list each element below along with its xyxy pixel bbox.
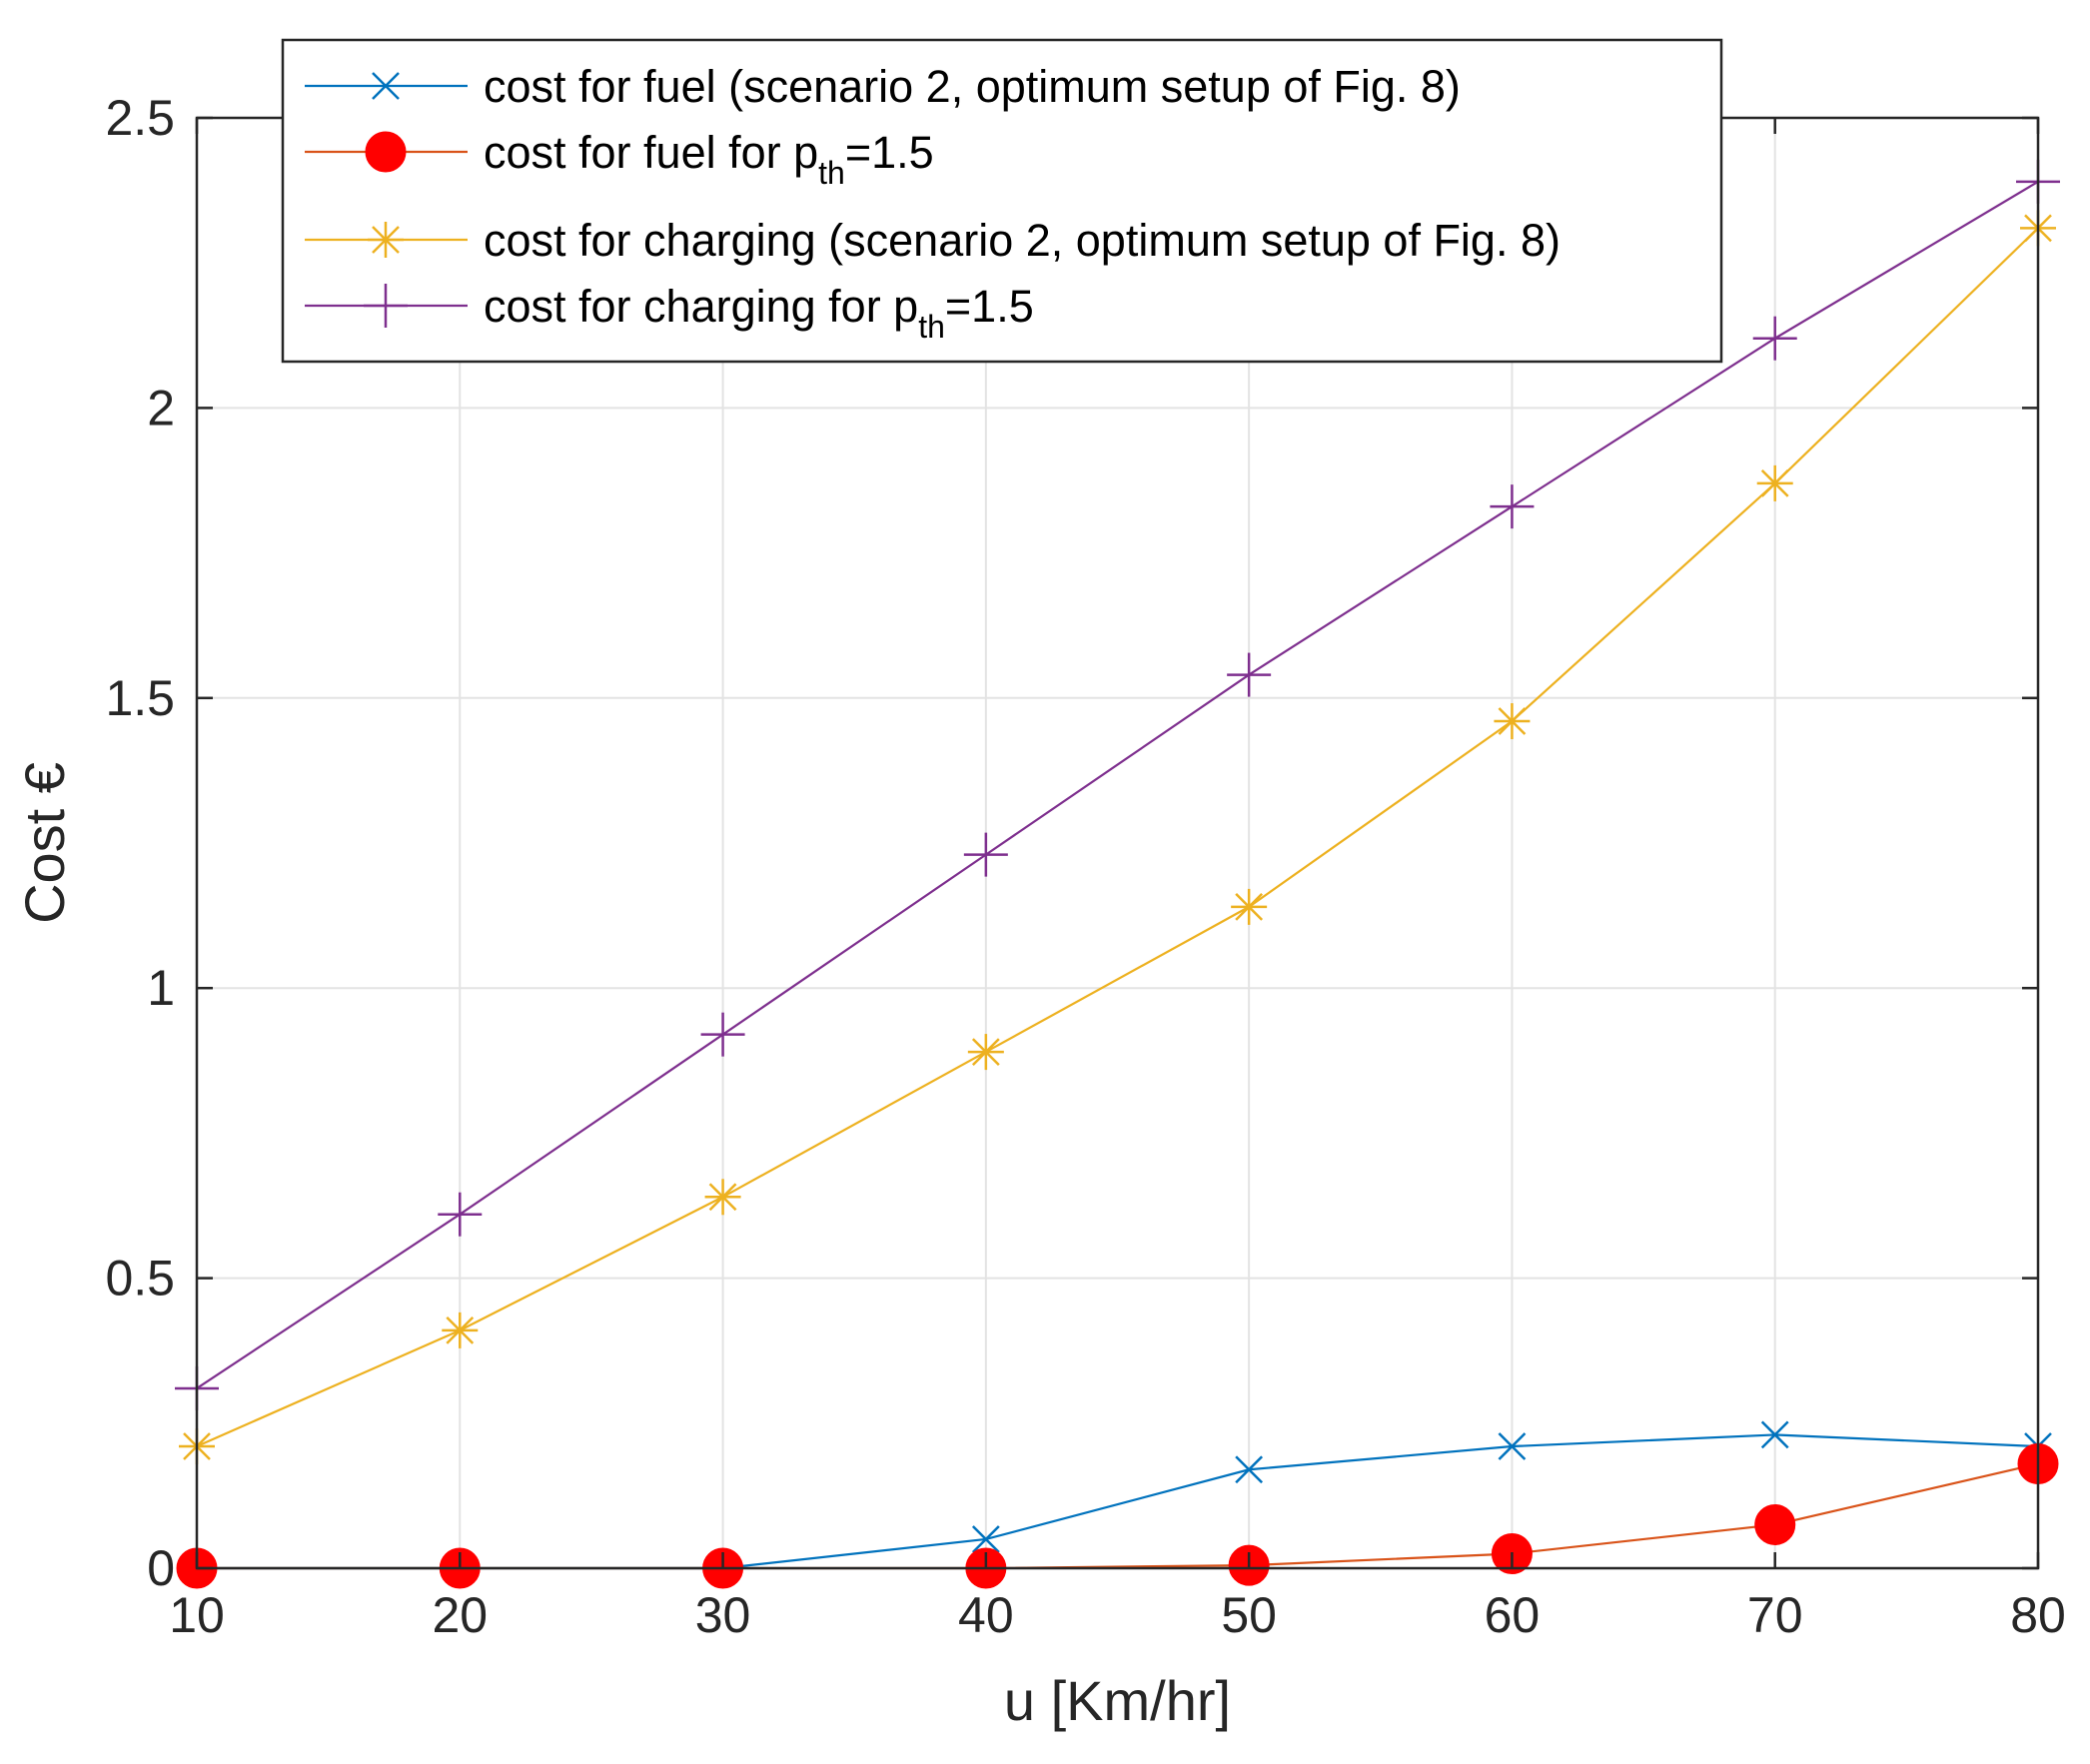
data-point	[442, 1312, 479, 1348]
data-point	[1760, 1420, 1789, 1449]
legend-marker	[364, 284, 408, 328]
y-tick-label: 1.5	[105, 670, 175, 726]
data-point	[438, 1192, 483, 1237]
x-tick-label: 10	[169, 1587, 225, 1643]
legend-box	[281, 38, 1723, 364]
data-point	[1752, 316, 1797, 361]
legend: cost for fuel (scenario 2, optimum setup…	[281, 38, 1723, 364]
legend-label: cost for charging for pth=1.5	[484, 281, 1034, 345]
series-line	[197, 1433, 2039, 1570]
data-point	[1231, 888, 1268, 925]
legend-item-3: cost for charging (scenario 2, optimum s…	[305, 215, 1561, 266]
x-tick-label: 50	[1221, 1587, 1277, 1643]
legend-item-4: cost for charging for pth=1.5	[305, 281, 1034, 345]
data-point	[967, 1034, 1004, 1071]
data-point	[1235, 1455, 1264, 1484]
x-tick-label: 30	[695, 1587, 751, 1643]
data-point	[1756, 464, 1793, 501]
y-tick-label: 2	[147, 380, 175, 436]
axis-ticks: 10 20 30 40 50 60 70 80 0 0.5 1 1.5 2 2.5	[105, 90, 2065, 1643]
legend-item-1: cost for fuel (scenario 2, optimum setup…	[305, 61, 1461, 112]
x-tick-label: 60	[1485, 1587, 1541, 1643]
x-tick-label: 70	[1747, 1587, 1803, 1643]
legend-marker	[368, 222, 404, 258]
series-line	[196, 180, 2039, 1389]
legend-label: cost for fuel for pth=1.5	[484, 127, 934, 191]
data-point	[963, 832, 1008, 877]
legend-marker	[365, 131, 407, 173]
data-point	[1490, 484, 1535, 529]
x-axis-label: u [Km/hr]	[1004, 1669, 1231, 1732]
data-point	[1494, 703, 1531, 740]
y-axis-label: Cost €	[13, 762, 76, 924]
data-point	[704, 1179, 741, 1216]
data-point	[1498, 1432, 1527, 1460]
data-point	[1227, 652, 1272, 697]
data-point	[700, 1012, 745, 1057]
legend-label: cost for fuel (scenario 2, optimum setup…	[484, 61, 1461, 112]
legend-label: cost for charging (scenario 2, optimum s…	[484, 215, 1561, 266]
y-tick-label: 2.5	[105, 90, 175, 146]
series-line	[196, 227, 2039, 1448]
x-tick-label: 80	[2010, 1587, 2066, 1643]
y-tick-label: 1	[147, 960, 175, 1016]
legend-marker	[372, 72, 400, 100]
x-tick-label: 20	[432, 1587, 488, 1643]
legend-item-2: cost for fuel for pth=1.5	[305, 127, 934, 191]
y-tick-label: 0.5	[105, 1251, 175, 1307]
data-point	[971, 1525, 1000, 1553]
series-lines	[175, 159, 2060, 1589]
x-tick-label: 40	[958, 1587, 1014, 1643]
y-tick-label: 0	[147, 1540, 175, 1596]
data-point	[1754, 1503, 1796, 1545]
